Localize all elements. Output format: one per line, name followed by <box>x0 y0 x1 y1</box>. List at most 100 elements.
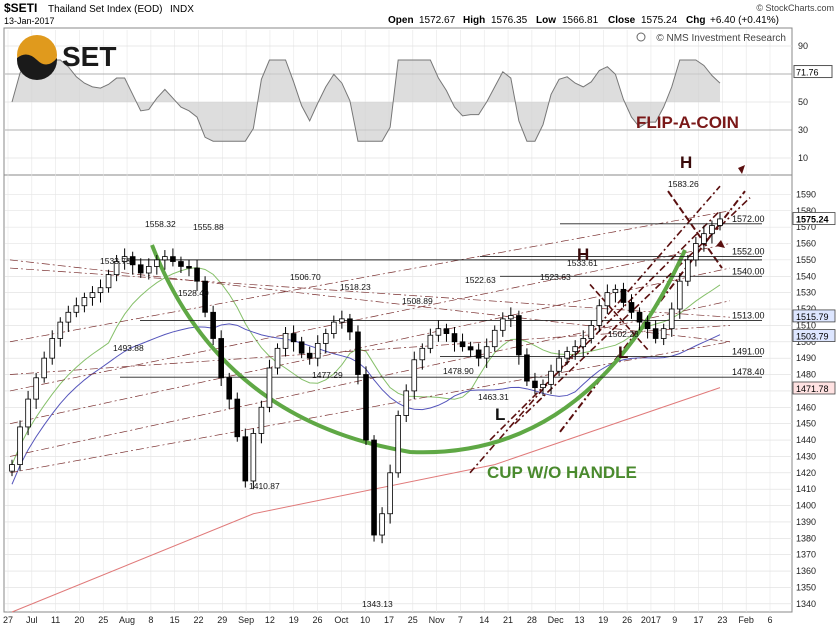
trend-line <box>9 243 731 392</box>
credit-globe-icon <box>636 32 646 42</box>
candle-body <box>218 338 224 379</box>
credit-text: © NMS Investment Research <box>656 33 786 44</box>
rsi-tick-label: 50 <box>798 97 808 107</box>
candle-body <box>411 359 418 392</box>
y-tick-label: 1560 <box>796 239 816 249</box>
candle-body <box>162 256 168 261</box>
candle-body <box>186 266 192 269</box>
candle-body <box>516 315 522 356</box>
level-label: 1572.00 <box>732 214 765 224</box>
candle-body <box>73 305 80 313</box>
candle-body <box>202 280 208 313</box>
x-tick-label: Sep <box>238 615 254 625</box>
candle-body <box>717 218 723 226</box>
low-label: Low <box>536 15 556 26</box>
price-label: 1506.70 <box>290 272 321 282</box>
price-label: 1463.31 <box>478 392 509 402</box>
y-tick-label: 1420 <box>796 468 816 478</box>
y-tick-label: 1480 <box>796 370 816 380</box>
candle-body <box>652 328 659 339</box>
price-badge-value: 1471.78 <box>796 384 829 394</box>
x-tick-label: 22 <box>193 615 203 625</box>
chart-name: Thailand Set Index (EOD) <box>48 4 163 15</box>
h-label-top: H <box>680 153 692 172</box>
x-tick-label: Nov <box>429 615 446 625</box>
plot-frame <box>3 27 793 613</box>
candle-body <box>604 292 611 307</box>
candle-body <box>628 302 635 313</box>
y-axis: 1340 1350 1360 1370 1380 1390 1400 1410 1420 1430… <box>792 189 836 609</box>
l-label-right: L <box>618 343 628 362</box>
candle-body <box>266 367 273 408</box>
y-tick-label: 1490 <box>796 353 816 363</box>
y-tick-label: 1410 <box>796 484 816 494</box>
candle-body <box>210 311 216 339</box>
open-value: 1572.67 <box>419 15 456 26</box>
candle-body <box>443 328 450 334</box>
candle-body <box>693 243 699 261</box>
chg-value: +6.40 (+0.41%) <box>710 15 779 26</box>
x-tick-label: 19 <box>598 615 608 625</box>
chart-exchange: INDX <box>170 4 194 15</box>
candle-body <box>306 352 313 359</box>
y-tick-label: 1510 <box>796 320 816 330</box>
candle-body <box>25 398 31 428</box>
candle-body <box>701 233 707 244</box>
candle-body <box>41 357 47 379</box>
rsi-tick-label: 10 <box>798 153 808 163</box>
x-tick-label: 27 <box>3 615 13 625</box>
arrow-head-down-icon <box>716 240 725 248</box>
price-label: 1522.63 <box>465 275 496 285</box>
candle-body <box>475 349 482 359</box>
y-tick-label: 1390 <box>796 517 816 527</box>
candle-body <box>105 274 112 289</box>
y-tick-label: 1590 <box>796 189 816 199</box>
y-tick-label: 1580 <box>796 206 816 216</box>
y-tick-label: 1350 <box>796 582 816 592</box>
price-badge <box>792 329 836 342</box>
price-label: 1477.29 <box>312 370 343 380</box>
flip-a-coin-label: FLIP-A-COIN <box>636 113 739 132</box>
horizontal-levels: 1572.00 1552.00 1540.00 1513.00 1491.00 1478.… <box>120 214 765 378</box>
candle-body <box>113 261 120 276</box>
flip-arrow-down <box>667 190 723 269</box>
y-tick-label: 1430 <box>796 451 816 461</box>
x-tick-label: 12 <box>265 615 275 625</box>
candle-body <box>339 318 345 323</box>
price-label: 1583.26 <box>668 179 699 189</box>
candle-body <box>17 426 23 466</box>
price-badge <box>792 212 836 225</box>
x-tick-label: 11 <box>51 615 60 625</box>
x-tick-label: 6 <box>767 615 772 625</box>
candle-body <box>355 331 361 375</box>
candle-body <box>33 377 39 400</box>
price-badge-value: 1503.79 <box>796 332 829 342</box>
candle-body <box>620 288 627 303</box>
x-tick-label: 17 <box>384 615 394 625</box>
close-label: Close <box>608 15 636 26</box>
price-label: 1343.13 <box>362 599 393 609</box>
candle-body <box>178 261 184 267</box>
price-label: 1502.28 <box>608 329 639 339</box>
low-value: 1566.81 <box>562 15 599 26</box>
x-tick-label: 20 <box>74 615 84 625</box>
candle-body <box>371 439 377 536</box>
y-tick-label: 1380 <box>796 533 816 543</box>
candle-body <box>508 315 514 320</box>
candle-body <box>129 256 136 266</box>
candles <box>9 212 723 544</box>
y-tick-label: 1540 <box>796 271 816 281</box>
x-tick-label: 29 <box>217 615 227 625</box>
candle-body <box>403 390 410 416</box>
candle-body <box>483 346 490 359</box>
price-label: 1533.75 <box>100 256 131 266</box>
candle-body <box>499 318 506 331</box>
ma-50-line <box>11 267 721 465</box>
y-tick-label: 1450 <box>796 419 816 429</box>
y-tick-label: 1340 <box>796 599 816 609</box>
price-label: 1523.63 <box>540 272 571 282</box>
l-label-left: L <box>495 405 505 424</box>
candle-body <box>540 383 546 389</box>
